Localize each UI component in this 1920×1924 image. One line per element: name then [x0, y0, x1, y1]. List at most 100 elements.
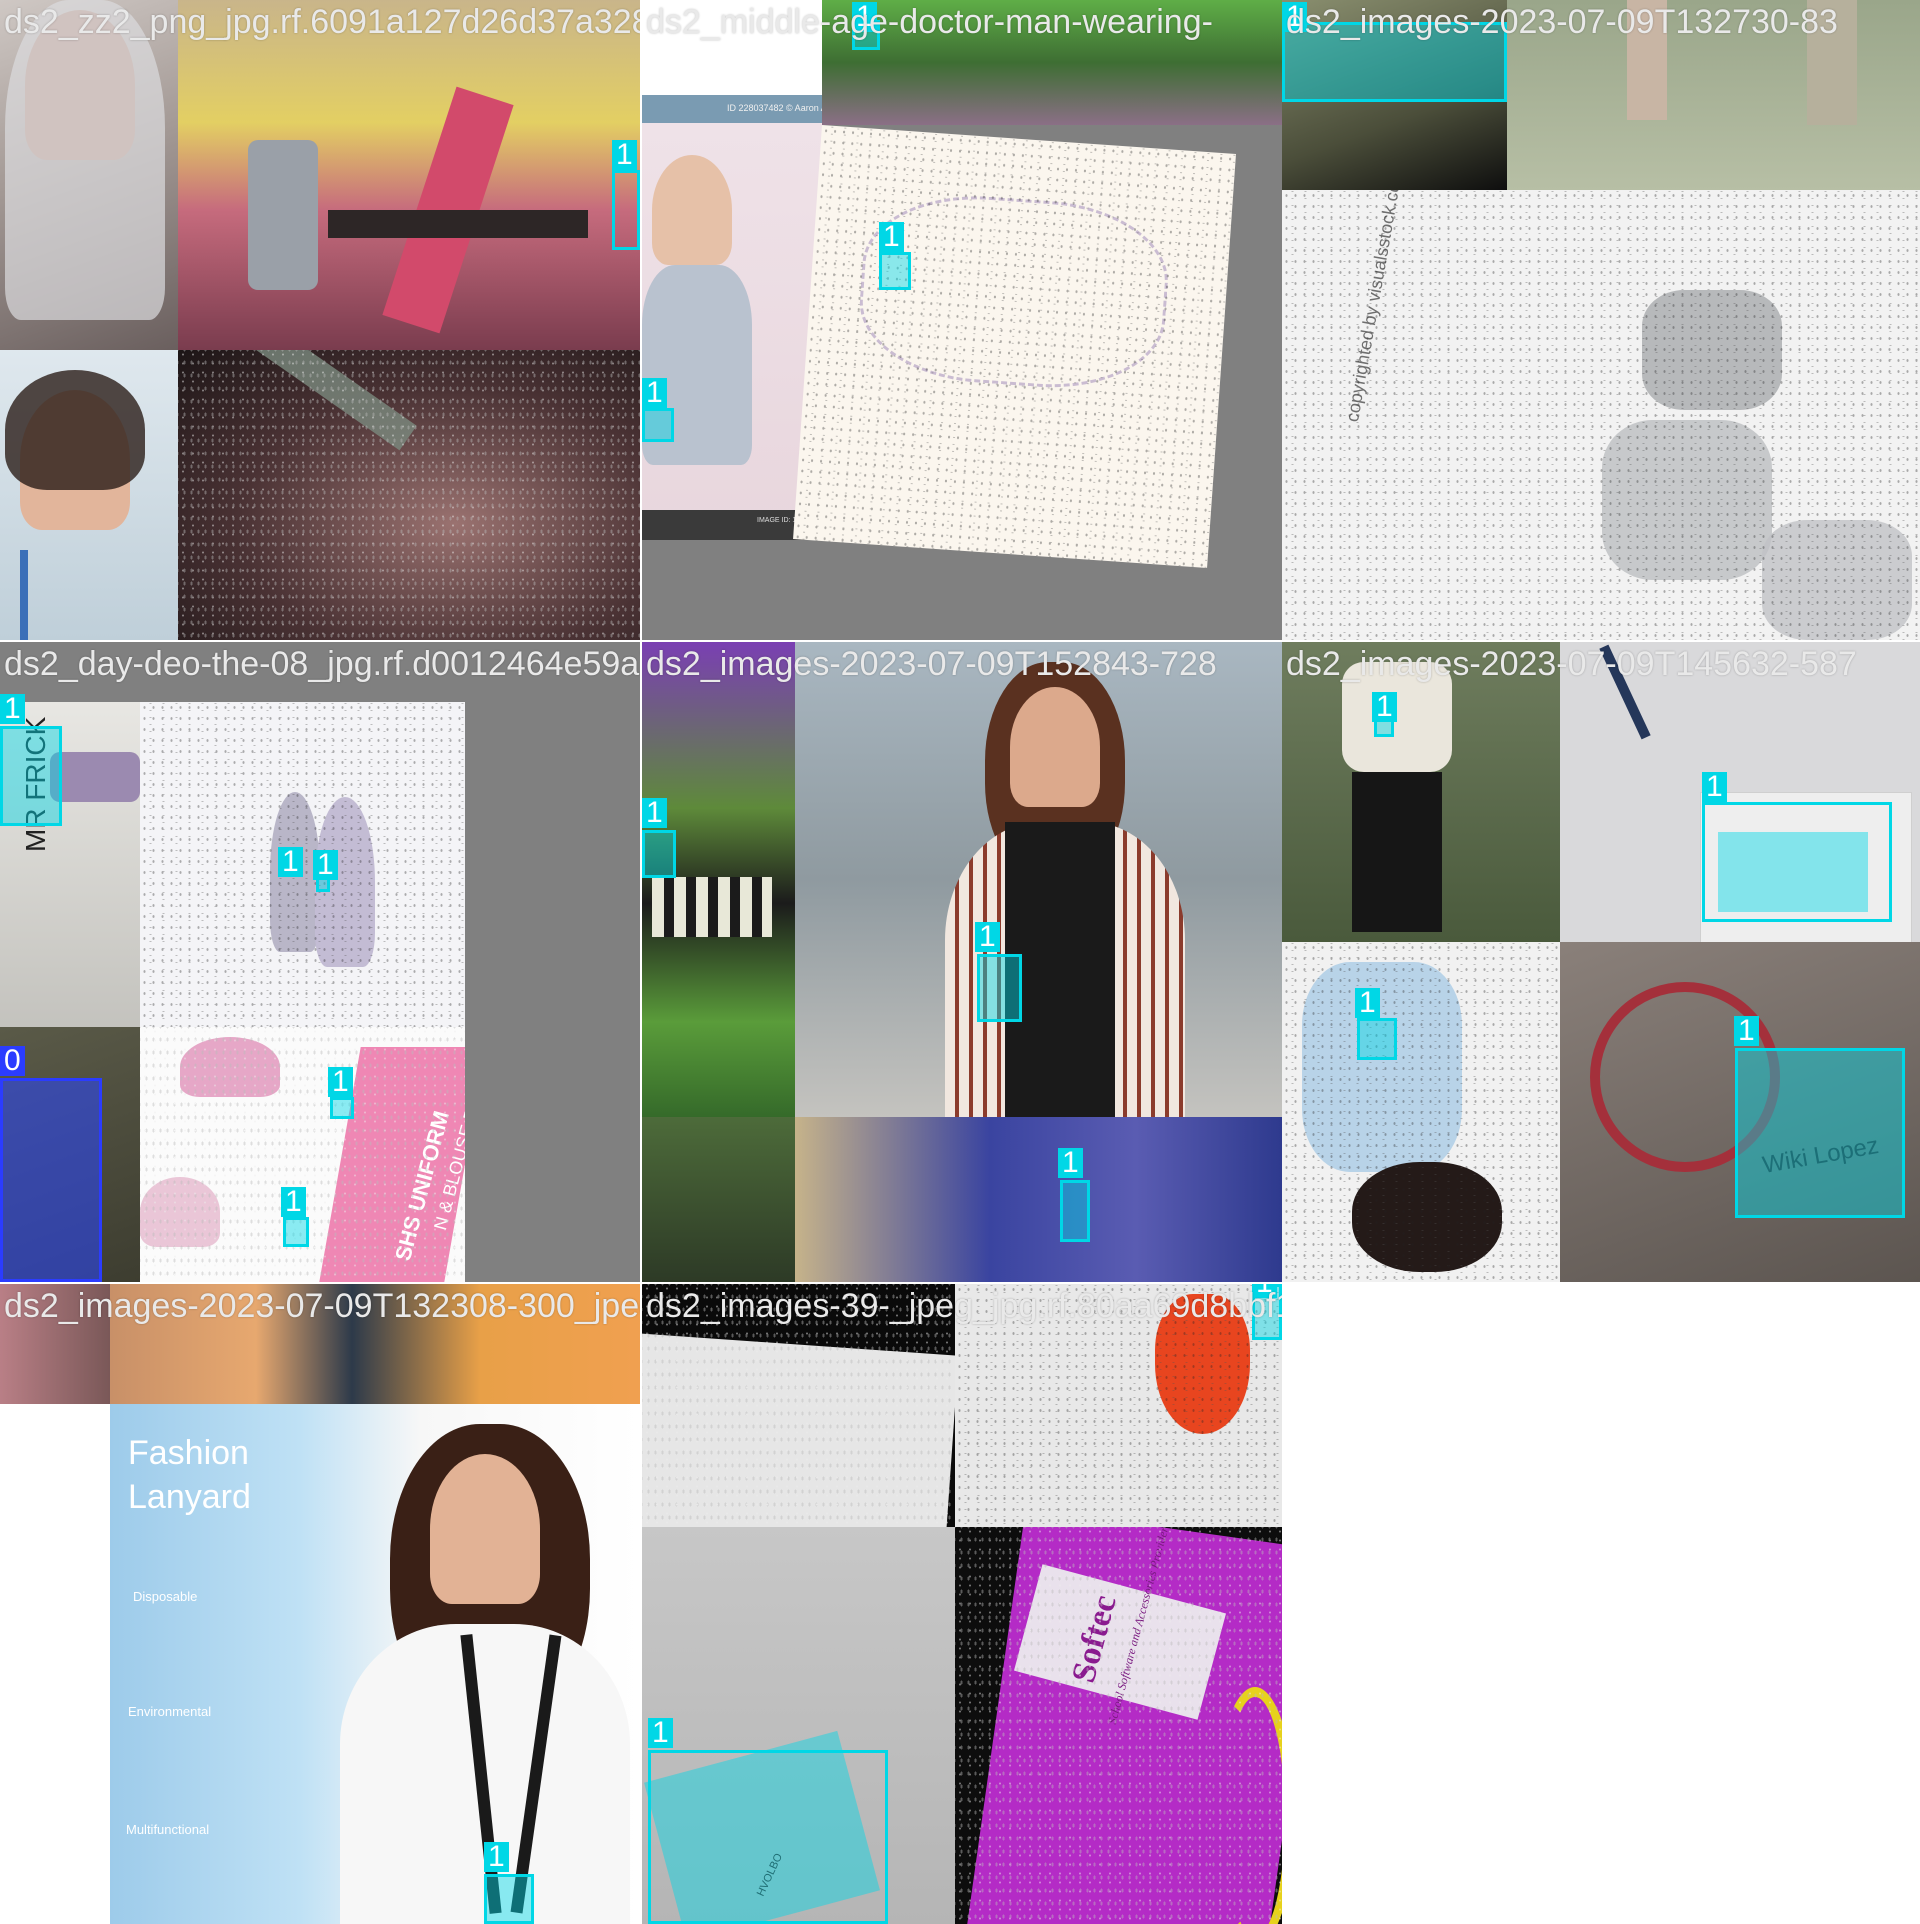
bbox-label-1: 1 [484, 1842, 509, 1872]
tile-kids-group [642, 1117, 795, 1282]
bbox-label-1: 1 [612, 140, 637, 170]
tile-rotated-drawing [793, 125, 1236, 568]
mosaic-cell-5: 1 1 1 ds2_images-2023-07-09T152843-728 [642, 642, 1282, 1282]
bbox-class-1 [977, 954, 1022, 1022]
leg-shape [1807, 0, 1857, 125]
tile-filename: ds2_images-2023-07-09T132730-83 [1286, 3, 1838, 41]
red-lanyard [1590, 982, 1780, 1172]
tile-woman-lanyard [795, 642, 1282, 1117]
bbox-class-1 [879, 252, 911, 290]
tile-filename: ds2_images-2023-07-09T152843-728 [646, 645, 1217, 683]
mosaic-cell-3: copyrighted by visualsstock.com 1 ds2_im… [1282, 0, 1920, 640]
bbox-label-1: 1 [1282, 2, 1307, 32]
tile-gray-card [642, 1527, 955, 1924]
tile-lanyard-ad: Fashion Lanyard Disposable Environmental… [0, 1404, 640, 1924]
leg-shape [1627, 0, 1667, 120]
person-face [1010, 687, 1100, 807]
bbox-label-1: 1 [852, 2, 877, 32]
pants-shape [1352, 772, 1442, 932]
tile-filename: ds2_zz2_png_jpg.rf.6091a127d26d37a3284a8 [4, 3, 640, 41]
paper-shape [642, 1332, 955, 1527]
bbox-class-1 [0, 726, 62, 826]
bbox-label-1: 1 [1355, 988, 1380, 1018]
person-face [430, 1454, 540, 1604]
tile-filename: ds2_images-2023-07-09T132308-300_jpeg_jp [4, 1287, 640, 1325]
tile-blue-uniforms [795, 1117, 1282, 1282]
bbox-class-1 [484, 1874, 534, 1924]
hair-shape [5, 370, 145, 490]
tile-top-strip [642, 0, 822, 95]
feature-2: Environmental [128, 1704, 212, 1719]
feature-3: Multifunctional [126, 1822, 210, 1837]
bbox-label-1: 1 [1702, 772, 1727, 802]
tile-id-card-lanyard [1560, 642, 1920, 942]
bbox-label-1: 1 [879, 222, 904, 252]
softec-label [1014, 1564, 1226, 1720]
tile-green-glove [822, 0, 1282, 125]
light-streak [219, 350, 417, 451]
tile-woman-lying [1282, 942, 1560, 1282]
tile-rotated-crowd: copyrighted by visualsstock.com [1282, 190, 1920, 640]
bbox-label-0: 0 [0, 1046, 25, 1076]
tile-students-walking [140, 702, 465, 1027]
tile-dark-closeup [178, 350, 640, 640]
person-shape [140, 1177, 220, 1247]
bbox-label-1: 1 [278, 847, 303, 877]
bbox-label-1: 1 [313, 850, 338, 880]
mosaic-cell-8: Softec School Software and Accessories P… [642, 1284, 1282, 1924]
top-shape [1005, 822, 1115, 1117]
tile-badge-topleft [1282, 0, 1507, 190]
softec-name: Softec [1065, 1591, 1124, 1687]
card-holder [1700, 792, 1912, 942]
uniform-banner-text: SHS UNIFORM [390, 1108, 455, 1264]
bbox-class-1 [1702, 802, 1892, 922]
bbox-class-1 [1357, 1018, 1397, 1060]
person-shape [1762, 520, 1912, 640]
person-shape [180, 1037, 280, 1097]
bbox-label-1: 1 [1058, 1148, 1083, 1178]
bbox-class-1 [1735, 1048, 1905, 1218]
tile-filename: ds2_images-2023-07-09T145632-587 [1286, 645, 1857, 683]
tile-purple-glove [642, 642, 795, 1117]
mosaic-cell-6: 1 1 1 Wiki Lopez 1 ds2_images-2023-07-09… [1282, 642, 1920, 1282]
tile-grass-feet [1507, 0, 1920, 190]
image-id-text: IMAGE ID: 11109 8270 [757, 517, 822, 524]
tile-man-uniform [1282, 642, 1560, 942]
keys-shape [652, 877, 772, 937]
purple-panel [967, 1527, 1282, 1924]
lanyard-strap [20, 550, 28, 640]
uniform-banner-sub: N & BLOUSE DESIGN [430, 1051, 465, 1233]
mosaic-cell-7: Fashion Lanyard Disposable Environmental… [0, 1284, 640, 1924]
hijab-shape [5, 0, 165, 320]
bbox-class-1 [642, 830, 676, 878]
watermark-text: copyrighted by visualsstock.com [1342, 190, 1407, 424]
bbox-label-1: 1 [648, 1718, 673, 1748]
person-shape [1642, 290, 1782, 410]
tile-stock-woman: ID 228037482 © Aaron Amat IMAGE ID: 1110… [642, 95, 822, 540]
mosaic-cell-4: MR FRICK SHS UNIFORM N & BLOUSE DESIGN 1… [0, 642, 640, 1282]
bbox-class-1 [612, 170, 640, 250]
bbox-label-1: 1 [642, 378, 667, 408]
tile-top-strip [0, 1284, 640, 1404]
tile-uniform-poster: SHS UNIFORM N & BLOUSE DESIGN [140, 1027, 465, 1282]
tile-girl-hijab [0, 0, 178, 350]
tile-filename: ds2_images-39-_jpeg_jpg.rf.80aa69d8bbf1 [646, 1287, 1282, 1325]
blouse-shape [642, 265, 752, 465]
bbox-label-1: 1 [1372, 692, 1397, 722]
bbox-label-1: 1 [0, 694, 25, 724]
mosaic-cell-2: ID 228037482 © Aaron Amat IMAGE ID: 1110… [642, 0, 1282, 640]
tile-woman-glasses [0, 350, 178, 640]
lanyard-ad-title-1: Fashion [128, 1434, 249, 1472]
tile-hand-badge: MR FRICK [0, 702, 140, 1087]
stock-footer [642, 510, 822, 540]
lanyard-ad-title-2: Lanyard [128, 1478, 251, 1516]
tile-red-lanyard-card [1560, 942, 1920, 1282]
shirt-shape [1302, 962, 1462, 1172]
bbox-label-1: 1 [1252, 1284, 1277, 1298]
sleeve [50, 752, 140, 802]
bottle [248, 140, 318, 290]
tile-dark-paper [642, 1284, 955, 1527]
tile-school-uniform [178, 0, 640, 350]
tile-red-object [955, 1284, 1282, 1527]
softec-sub: School Software and Accessories Provider [1105, 1527, 1172, 1726]
